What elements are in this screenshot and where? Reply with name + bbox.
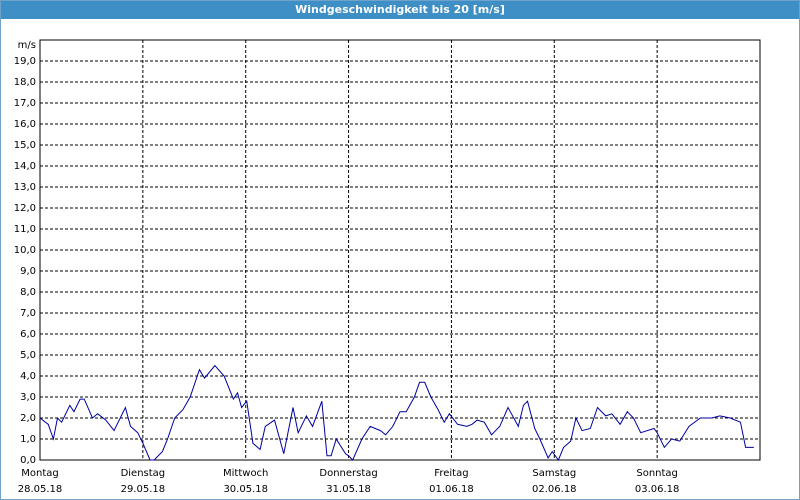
y-tick-label: 18,0 — [14, 77, 36, 88]
x-tick-label: Donnerstag — [319, 468, 377, 479]
y-tick-label: 6,0 — [20, 329, 36, 340]
y-tick-label: 12,0 — [14, 203, 36, 214]
y-tick-label: 5,0 — [20, 350, 36, 361]
y-tick-label: 9,0 — [20, 266, 36, 277]
y-tick-label: 8,0 — [20, 287, 36, 298]
y-unit: m/s — [18, 40, 36, 51]
y-tick-label: 10,0 — [14, 245, 36, 256]
x-tick-label: Mittwoch — [223, 468, 268, 479]
x-tick-label: Dienstag — [121, 468, 166, 479]
x-tick-date: 28.05.18 — [18, 484, 63, 495]
y-tick-label: 3,0 — [20, 392, 36, 403]
y-tick-label: 0,0 — [20, 455, 36, 466]
x-tick-date: 03.06.18 — [635, 484, 680, 495]
x-tick-label: Samstag — [532, 468, 576, 479]
y-tick-label: 4,0 — [20, 371, 36, 382]
x-tick-date: 02.06.18 — [532, 484, 577, 495]
y-tick-label: 19,0 — [14, 56, 36, 67]
y-tick-label: 17,0 — [14, 98, 36, 109]
x-tick-label: Freitag — [434, 468, 468, 479]
x-tick-date: 31.05.18 — [326, 484, 371, 495]
y-tick-label: 11,0 — [14, 224, 36, 235]
chart-title: Windgeschwindigkeit bis 20 [m/s] — [1, 1, 799, 19]
y-tick-label: 1,0 — [20, 434, 36, 445]
y-tick-label: 7,0 — [20, 308, 36, 319]
data-line — [39, 364, 754, 462]
y-tick-label: 16,0 — [14, 119, 36, 130]
x-tick-label: Montag — [21, 468, 58, 479]
x-tick-date: 01.06.18 — [429, 484, 474, 495]
y-tick-label: 14,0 — [14, 161, 36, 172]
x-tick-date: 29.05.18 — [121, 484, 166, 495]
plot-frame — [39, 39, 761, 461]
x-tick-date: 30.05.18 — [223, 484, 268, 495]
x-tick-label: Sonntag — [636, 468, 678, 479]
y-tick-label: 15,0 — [14, 140, 36, 151]
y-tick-label: 13,0 — [14, 182, 36, 193]
y-tick-label: 2,0 — [20, 413, 36, 424]
